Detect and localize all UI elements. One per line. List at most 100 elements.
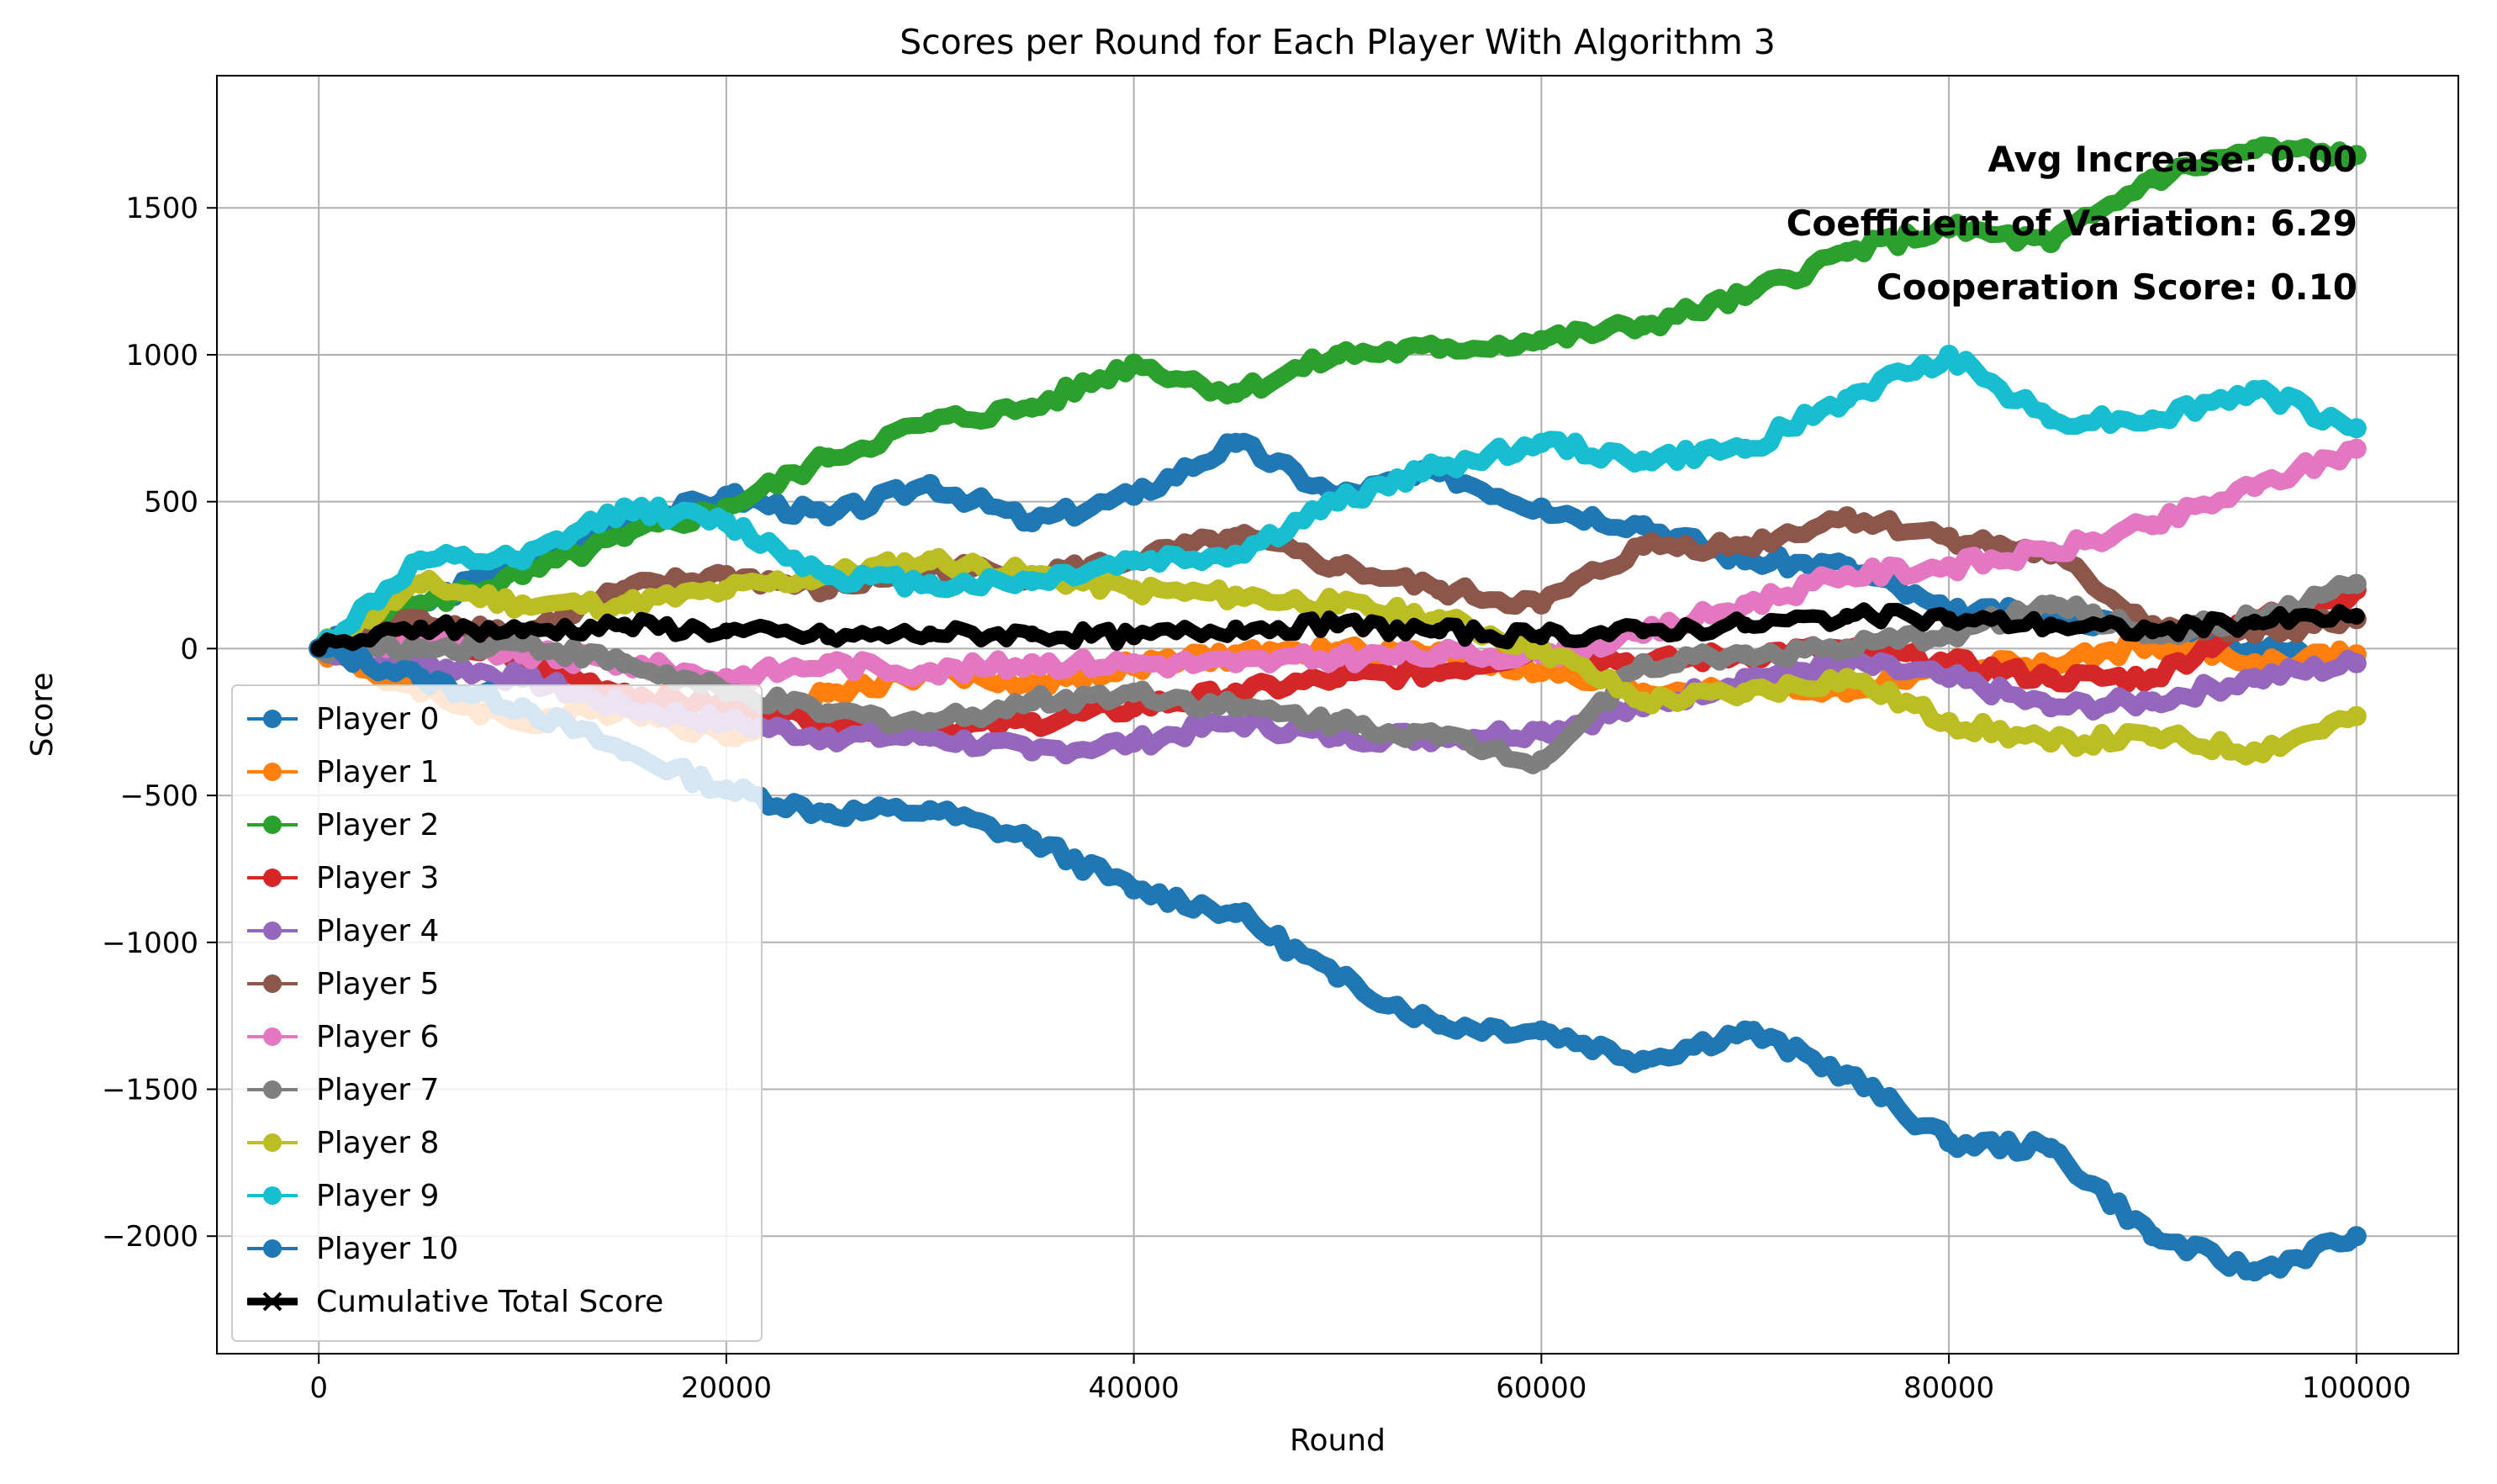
- x-tick-label: 80000: [1903, 1371, 1994, 1405]
- series-point: [1123, 879, 1144, 900]
- series-point: [1734, 536, 1755, 557]
- series-point: [1734, 682, 1755, 703]
- series-line-player-2-markers: [309, 139, 2367, 659]
- legend-swatch-marker: [263, 1239, 282, 1258]
- series-point: [2346, 573, 2367, 594]
- series-point: [2142, 1226, 2163, 1247]
- series-point: [1633, 1049, 1654, 1070]
- series-point: [818, 703, 839, 724]
- series-point: [2244, 668, 2265, 689]
- series-point: [920, 573, 941, 594]
- y-tick-label: 1000: [125, 339, 198, 372]
- x-tick-label: 20000: [681, 1371, 772, 1405]
- series-point: [1123, 682, 1144, 703]
- series-point: [1022, 512, 1043, 533]
- series-point: [2040, 1138, 2061, 1159]
- series-point: [1022, 571, 1043, 592]
- series-point: [1328, 491, 1348, 512]
- series-point: [1125, 628, 1143, 646]
- series-point: [920, 726, 941, 747]
- series-point: [514, 622, 531, 640]
- series-point: [2244, 741, 2265, 762]
- legend-label: Player 10: [316, 1232, 458, 1266]
- legend-label: Player 9: [316, 1179, 439, 1213]
- series-point: [512, 668, 533, 689]
- series-point: [1633, 652, 1654, 673]
- series-point: [2244, 638, 2265, 659]
- series-point: [1022, 829, 1043, 850]
- series-point: [1429, 1014, 1450, 1035]
- series-point: [1939, 711, 1960, 732]
- series-point: [2346, 418, 2367, 439]
- series-point: [1328, 344, 1348, 365]
- legend-swatch-marker: [263, 869, 282, 887]
- series-point: [818, 447, 839, 468]
- series-point: [2040, 409, 2061, 430]
- series-point: [1022, 652, 1043, 673]
- series-point: [410, 668, 431, 689]
- series-point: [1431, 622, 1449, 640]
- series-point: [1836, 506, 1857, 527]
- series-point: [2244, 379, 2265, 400]
- series-point: [1633, 536, 1654, 557]
- series-point: [1328, 556, 1348, 577]
- series-point: [1022, 741, 1043, 762]
- series-point: [2346, 652, 2367, 673]
- legend-label: Player 8: [316, 1126, 439, 1160]
- series-point: [1633, 315, 1654, 336]
- series-point: [1939, 344, 1960, 365]
- series-line-cumulative-total-markers: [310, 607, 2365, 658]
- legend-swatch-marker: [263, 710, 282, 728]
- x-axis: 0 20000 40000 60000 80000 100000: [309, 1354, 2411, 1405]
- legend-swatch-marker: [263, 1133, 282, 1152]
- series-point: [1836, 1064, 1857, 1085]
- plot-series: [309, 136, 2367, 1282]
- series-point: [512, 594, 533, 615]
- legend: Player 0 Player 1 Player 2 Player 3 Player 4…: [231, 684, 763, 1342]
- annotations: Avg Increase: 0.00 Coefficient of Variati…: [1787, 139, 2357, 308]
- y-tick-label: 0: [180, 632, 198, 666]
- y-tick-label: 1500: [125, 192, 198, 225]
- series-point: [920, 412, 941, 433]
- legend-box: [231, 684, 763, 1342]
- y-tick-label: −1500: [102, 1074, 198, 1107]
- series-point: [1940, 610, 1958, 628]
- series-point: [615, 616, 633, 634]
- x-tick-label: 0: [309, 1371, 328, 1405]
- series-point: [1836, 565, 1857, 586]
- series-point: [1225, 383, 1246, 404]
- series-point: [1328, 668, 1348, 689]
- series-point: [1023, 625, 1041, 642]
- series-point: [2246, 613, 2263, 631]
- series-point: [1123, 550, 1144, 571]
- series-point: [2040, 594, 2061, 615]
- series-point: [1225, 544, 1246, 565]
- legend-label: Player 4: [316, 914, 439, 948]
- series-point: [2142, 515, 2163, 536]
- series-point: [1123, 732, 1144, 753]
- legend-swatch-marker: [262, 1291, 282, 1312]
- series-point: [1734, 594, 1755, 615]
- chart-title: Scores per Round for Each Player With Al…: [900, 22, 1776, 62]
- series-point: [1329, 616, 1346, 634]
- series-point: [1836, 241, 1857, 262]
- series-point: [1531, 1020, 1552, 1041]
- y-tick-label: −500: [120, 779, 198, 813]
- series-point: [614, 652, 635, 673]
- series-point: [1123, 697, 1144, 718]
- legend-swatch-marker: [263, 1186, 282, 1205]
- series-point: [1633, 515, 1654, 536]
- series-point: [2244, 139, 2265, 160]
- series-point: [1533, 628, 1550, 646]
- series-point: [818, 565, 839, 586]
- series-point: [820, 628, 837, 646]
- series-point: [920, 711, 941, 732]
- legend-label: Cumulative Total Score: [316, 1285, 663, 1319]
- series-point: [920, 473, 941, 494]
- series-point: [1328, 967, 1348, 988]
- legend-swatch-marker: [263, 974, 282, 993]
- series-point: [2244, 1261, 2265, 1282]
- series-point: [2244, 477, 2265, 498]
- series-point: [2244, 652, 2265, 673]
- series-point: [1836, 668, 1857, 689]
